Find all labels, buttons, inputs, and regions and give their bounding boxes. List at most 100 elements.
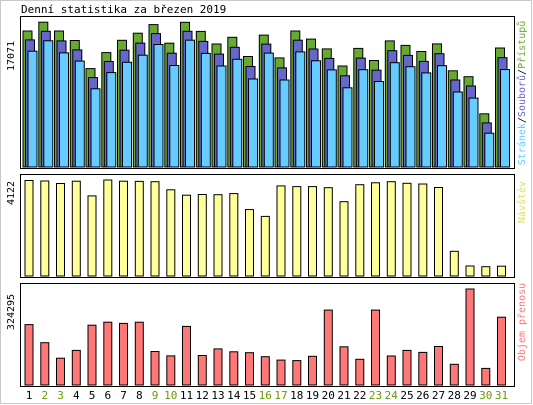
day-label-2: 2	[41, 389, 48, 402]
day-label-7: 7	[120, 389, 127, 402]
day-label-3: 3	[57, 389, 64, 402]
bar-volume-day-18	[292, 360, 302, 386]
day-label-16: 16	[259, 389, 272, 402]
bar-pages-day-12	[200, 52, 211, 168]
bar-pages-day-13	[216, 65, 227, 168]
bar-volume-day-22	[355, 358, 365, 386]
bar-volume-day-25	[402, 349, 412, 386]
day-label-12: 12	[196, 389, 209, 402]
bar-pages-day-2	[43, 40, 54, 168]
bar-volume-day-7	[119, 322, 128, 386]
bar-pages-day-17	[279, 79, 290, 168]
bar-volume-day-14	[229, 351, 239, 386]
day-label-14: 14	[227, 389, 241, 402]
bar-pages-day-20	[326, 69, 337, 168]
day-label-22: 22	[353, 389, 366, 402]
bar-pages-day-26	[421, 72, 432, 168]
bar-pages-day-6	[106, 72, 117, 168]
day-label-4: 4	[73, 389, 80, 402]
bar-volume-day-3	[56, 357, 65, 386]
bar-volume-day-24	[386, 355, 396, 386]
day-labels: 1 2 3 4 5 6 7 8 9 10 11 12 13 14 15 16 17 18 19 20 21 22 23 24 2…	[26, 389, 508, 402]
bar-pages-day-31	[500, 69, 510, 168]
legend-files: Souborů	[516, 75, 528, 117]
bar-pages-day-10	[169, 65, 180, 168]
bar-volume-day-16	[260, 356, 270, 386]
bar-pages-day-4	[74, 60, 85, 168]
bar-visits-day-26	[418, 183, 428, 277]
bar-volume-day-11	[182, 325, 191, 386]
bar-volume-day-17	[276, 359, 286, 386]
day-label-31: 31	[495, 389, 508, 402]
bar-visits-day-31	[497, 265, 506, 277]
bar-visits-day-2	[40, 180, 50, 277]
bar-visits-day-20	[323, 187, 333, 277]
visits-bars	[24, 179, 506, 277]
bar-visits-day-22	[355, 184, 365, 277]
bar-pages-day-16	[263, 52, 274, 168]
bar-visits-day-30	[481, 266, 491, 277]
bar-pages-day-30	[484, 132, 495, 168]
day-label-13: 13	[211, 389, 224, 402]
chart-title: Denní statistika za březen 2019	[21, 3, 227, 16]
bar-volume-day-1	[24, 324, 34, 386]
bar-volume-day-8	[134, 321, 144, 386]
bar-pages-day-21	[342, 87, 353, 168]
bar-volume-day-26	[418, 351, 428, 386]
bar-pages-day-8	[137, 54, 148, 168]
bar-visits-day-23	[371, 182, 380, 277]
bar-visits-day-21	[339, 201, 349, 277]
bar-visits-day-13	[213, 194, 223, 277]
bar-visits-day-12	[197, 194, 207, 277]
bar-visits-day-19	[308, 186, 317, 277]
day-label-6: 6	[104, 389, 111, 402]
volume-bars	[24, 288, 506, 386]
bar-volume-day-23	[371, 309, 380, 386]
volume-ymax-label: 324295	[6, 294, 17, 330]
bar-visits-day-7	[119, 180, 128, 277]
bar-pages-day-1	[27, 50, 38, 168]
bar-visits-day-1	[24, 180, 34, 277]
bar-volume-day-20	[323, 309, 333, 386]
bar-volume-day-4	[71, 349, 81, 386]
hits-legend: Stránek/Souborů/Přístupů	[516, 21, 528, 166]
day-label-29: 29	[463, 389, 476, 402]
panel-hits-frame	[20, 16, 515, 169]
bar-visits-day-15	[245, 209, 254, 277]
bar-visits-day-10	[166, 189, 176, 277]
bar-pages-day-15	[248, 78, 258, 168]
bar-volume-day-5	[87, 324, 97, 386]
legend-pages: Stránek	[516, 123, 528, 165]
bar-pages-day-23	[374, 81, 384, 168]
day-label-19: 19	[306, 389, 319, 402]
bar-volume-day-6	[103, 321, 113, 386]
bar-visits-day-29	[465, 265, 475, 277]
bar-pages-day-3	[59, 52, 69, 168]
bar-visits-day-27	[434, 187, 443, 277]
day-label-23: 23	[369, 389, 382, 402]
bar-pages-day-14	[232, 58, 243, 168]
bar-visits-day-16	[260, 215, 270, 277]
panel-volume-frame	[20, 283, 515, 387]
bar-visits-day-28	[449, 250, 459, 277]
day-label-28: 28	[448, 389, 461, 402]
day-label-8: 8	[136, 389, 143, 402]
bar-volume-day-12	[197, 355, 207, 386]
bar-pages-day-7	[122, 61, 132, 168]
bar-volume-day-9	[150, 351, 160, 386]
bar-visits-day-17	[276, 185, 286, 277]
bar-pages-day-11	[185, 39, 195, 168]
bar-volume-day-10	[166, 355, 176, 386]
bar-volume-day-2	[40, 342, 50, 386]
day-label-17: 17	[274, 389, 287, 402]
day-label-10: 10	[164, 389, 177, 402]
hits-ymax-label: 17071	[6, 41, 17, 71]
bar-visits-day-8	[134, 180, 144, 277]
day-label-11: 11	[180, 389, 193, 402]
day-label-5: 5	[89, 389, 96, 402]
panel-visits-frame	[20, 174, 515, 278]
bar-pages-day-25	[405, 66, 416, 168]
visits-ymax-label: 4122	[6, 181, 17, 205]
